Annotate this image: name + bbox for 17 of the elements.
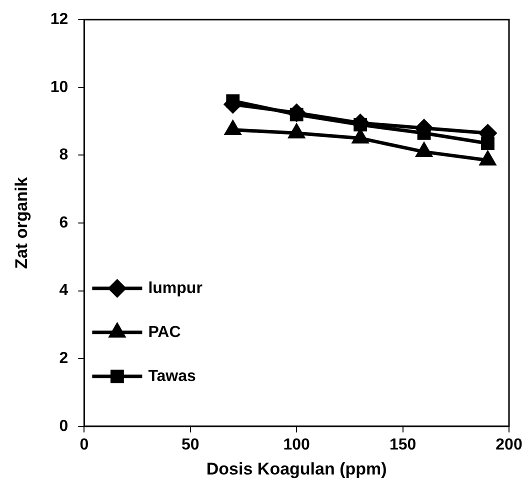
x-tick-label: 150 (389, 436, 416, 454)
legend-label: PAC (148, 324, 182, 341)
y-tick-label: 0 (59, 418, 68, 435)
x-tick-label: 0 (80, 436, 89, 454)
x-axis-title: Dosis Koagulan (ppm) (206, 459, 387, 478)
y-tick-label: 10 (50, 78, 68, 96)
legend-label: lumpur (148, 280, 202, 297)
y-tick-label: 4 (59, 282, 68, 300)
y-tick-label: 6 (59, 214, 68, 232)
y-tick-label: 2 (59, 350, 68, 368)
x-tick-label: 200 (496, 436, 522, 454)
y-tick-label: 8 (59, 146, 68, 164)
x-tick-label: 50 (182, 436, 200, 454)
x-tick-label: 100 (283, 436, 310, 454)
y-tick-label: 12 (50, 11, 68, 28)
legend-label: Tawas (148, 368, 196, 385)
y-axis-title: Zat organik (12, 176, 31, 269)
